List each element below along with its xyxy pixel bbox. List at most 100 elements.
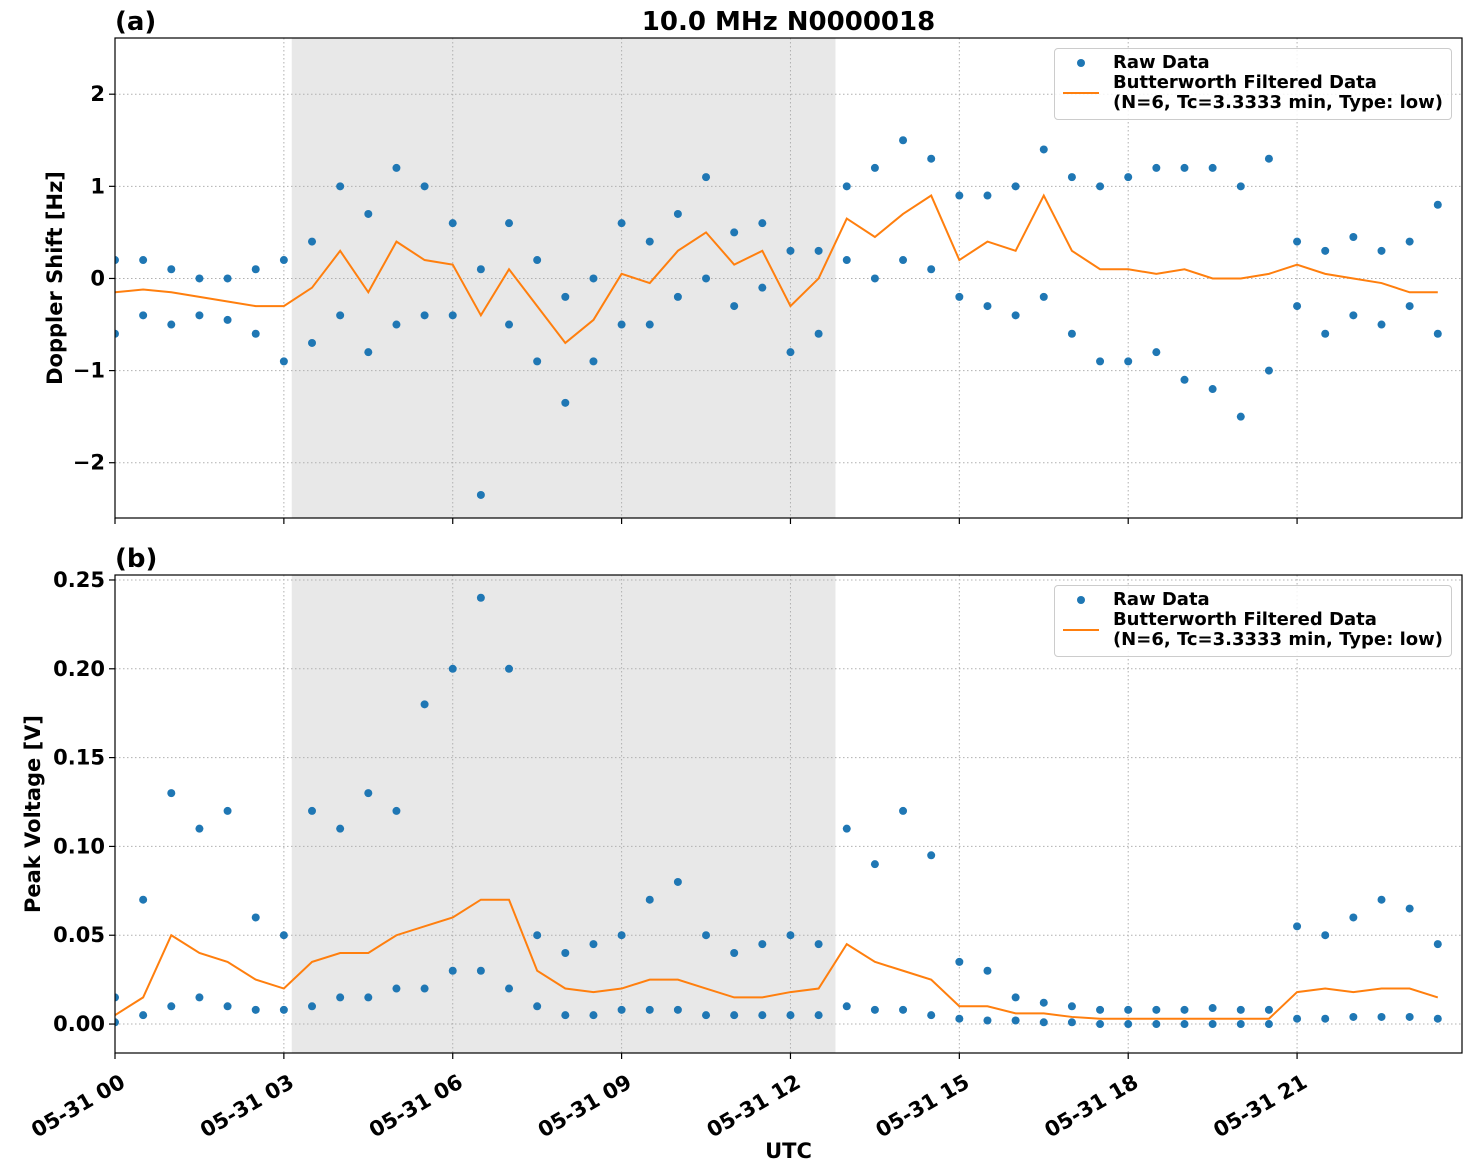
- y-tick-label: 0.20: [53, 657, 105, 681]
- raw-point: [955, 957, 964, 966]
- raw-point: [1067, 173, 1076, 182]
- raw-point: [279, 931, 288, 940]
- raw-point: [448, 219, 457, 228]
- raw-point: [505, 984, 514, 993]
- raw-point: [617, 931, 626, 940]
- raw-point: [1349, 233, 1358, 242]
- y-tick-label: −2: [73, 451, 105, 475]
- raw-point: [814, 329, 823, 338]
- raw-point: [589, 357, 598, 366]
- raw-point: [1039, 998, 1048, 1007]
- raw-point: [448, 664, 457, 673]
- x-tick-label: 05-31 00: [27, 1070, 129, 1143]
- raw-point: [1349, 913, 1358, 922]
- raw-point: [251, 329, 260, 338]
- raw-point: [1405, 1012, 1414, 1021]
- raw-point: [1377, 895, 1386, 904]
- raw-point: [336, 824, 345, 833]
- raw-point: [1067, 329, 1076, 338]
- y-tick-label: 0.05: [53, 923, 105, 947]
- raw-point: [702, 173, 711, 182]
- raw-point: [983, 302, 992, 311]
- legend: Raw Data Butterworth Filtered Data (N=6, …: [1053, 48, 1452, 120]
- raw-point: [673, 292, 682, 301]
- raw-point: [870, 274, 879, 283]
- y-tick-label: −1: [73, 359, 105, 383]
- raw-point: [251, 1005, 260, 1014]
- raw-point: [476, 593, 485, 602]
- raw-point: [1096, 1020, 1105, 1029]
- raw-point: [420, 700, 429, 709]
- legend-swatch: [1076, 596, 1085, 604]
- raw-point: [870, 860, 879, 869]
- raw-point: [336, 182, 345, 191]
- raw-point: [1096, 182, 1105, 191]
- raw-point: [786, 1011, 795, 1020]
- raw-point: [115, 1018, 119, 1027]
- legend-label: Raw Data: [1112, 52, 1210, 73]
- raw-point: [505, 219, 514, 228]
- raw-point: [786, 246, 795, 255]
- legend-swatch: [1062, 629, 1099, 631]
- raw-point: [115, 993, 119, 1002]
- raw-point: [1039, 292, 1048, 301]
- raw-point: [645, 895, 654, 904]
- x-tick-label: 05-31 06: [365, 1070, 467, 1143]
- raw-point: [1377, 1012, 1386, 1021]
- raw-point: [139, 895, 148, 904]
- raw-point: [645, 320, 654, 329]
- raw-point: [167, 320, 176, 329]
- raw-point: [308, 806, 317, 815]
- legend-label: Butterworth Filtered Data (N=6, Tc=3.333…: [1112, 72, 1443, 113]
- panel-label: (a): [115, 7, 156, 37]
- legend-entry: Butterworth Filtered Data (N=6, Tc=3.333…: [1061, 610, 1443, 650]
- legend-label: Butterworth Filtered Data (N=6, Tc=3.333…: [1112, 609, 1443, 650]
- raw-point: [983, 191, 992, 200]
- raw-point: [1208, 163, 1217, 172]
- raw-point: [223, 1002, 232, 1011]
- axes-frame: [114, 37, 1463, 519]
- raw-point: [1321, 1014, 1330, 1023]
- raw-point: [983, 966, 992, 975]
- raw-point: [1405, 904, 1414, 913]
- y-tick-label: 0.15: [53, 746, 105, 770]
- raw-point: [476, 490, 485, 499]
- x-tick-label: 05-31 09: [534, 1070, 636, 1143]
- raw-point: [730, 302, 739, 311]
- raw-point: [730, 1011, 739, 1020]
- raw-point: [505, 320, 514, 329]
- legend-swatch: [1076, 59, 1085, 67]
- raw-point: [533, 357, 542, 366]
- raw-point: [1124, 1020, 1133, 1029]
- raw-point: [139, 1011, 148, 1020]
- raw-point: [786, 931, 795, 940]
- legend-marker: [1076, 596, 1085, 604]
- raw-point: [1264, 366, 1273, 375]
- raw-point: [645, 1005, 654, 1014]
- filtered-line: [115, 898, 1439, 1020]
- raw-point: [1011, 1016, 1020, 1025]
- raw-point: [899, 806, 908, 815]
- raw-point: [1180, 163, 1189, 172]
- raw-point: [1264, 1005, 1273, 1014]
- raw-point: [842, 1002, 851, 1011]
- raw-point: [1236, 412, 1245, 421]
- raw-point: [1208, 1020, 1217, 1029]
- raw-point: [533, 1002, 542, 1011]
- legend-label: Raw Data: [1112, 589, 1210, 610]
- y-axis-label: Doppler Shift [Hz]: [43, 171, 67, 385]
- raw-point: [730, 948, 739, 957]
- raw-point: [870, 163, 879, 172]
- raw-point: [115, 329, 119, 338]
- raw-point: [1264, 1020, 1273, 1029]
- raw-point: [1180, 1005, 1189, 1014]
- raw-point: [1405, 237, 1414, 246]
- raw-point: [1236, 1020, 1245, 1029]
- raw-point: [1039, 145, 1048, 154]
- raw-point: [1096, 1005, 1105, 1014]
- raw-point: [1124, 173, 1133, 182]
- x-tick-label: 05-31 03: [196, 1070, 298, 1143]
- raw-point: [1124, 1005, 1133, 1014]
- raw-point: [1011, 993, 1020, 1002]
- raw-point: [420, 311, 429, 320]
